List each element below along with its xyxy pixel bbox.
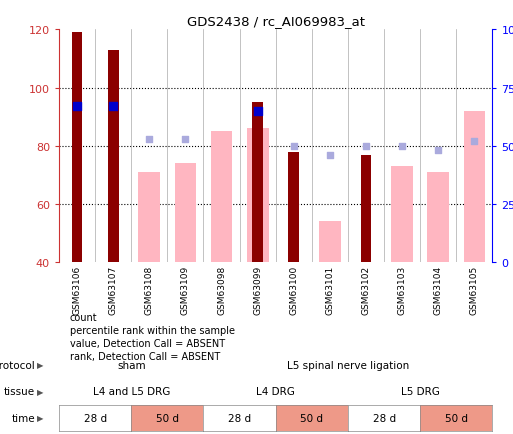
Text: ▶: ▶: [37, 414, 44, 422]
Bar: [361, 155, 371, 263]
Bar: [72, 33, 83, 263]
Point: [398, 143, 406, 150]
Text: ▶: ▶: [37, 361, 44, 369]
Text: percentile rank within the sample: percentile rank within the sample: [70, 326, 235, 335]
Bar: [139, 173, 160, 263]
Point: [145, 136, 153, 143]
Text: protocol: protocol: [0, 360, 35, 370]
Text: rank, Detection Call = ABSENT: rank, Detection Call = ABSENT: [70, 352, 220, 361]
Bar: [319, 222, 341, 263]
Point: [434, 148, 442, 155]
Bar: [211, 132, 232, 263]
Bar: [391, 167, 413, 263]
Bar: [252, 103, 263, 263]
Text: ▶: ▶: [37, 387, 44, 396]
Point: [253, 108, 262, 115]
Text: 50 d: 50 d: [300, 413, 323, 423]
Text: sham: sham: [117, 360, 146, 370]
Text: L5 spinal nerve ligation: L5 spinal nerve ligation: [287, 360, 409, 370]
Bar: [108, 51, 119, 263]
Text: 28 d: 28 d: [84, 413, 107, 423]
Bar: [247, 129, 268, 263]
Bar: [427, 173, 449, 263]
Text: 50 d: 50 d: [445, 413, 468, 423]
Text: count: count: [70, 312, 97, 322]
Text: L5 DRG: L5 DRG: [401, 387, 440, 396]
Text: 28 d: 28 d: [228, 413, 251, 423]
Point: [470, 138, 479, 145]
Bar: [464, 112, 485, 263]
Point: [181, 136, 189, 143]
Point: [362, 143, 370, 150]
Bar: [288, 152, 299, 263]
Text: L4 and L5 DRG: L4 and L5 DRG: [92, 387, 170, 396]
Text: 50 d: 50 d: [156, 413, 179, 423]
Bar: [174, 164, 196, 263]
Title: GDS2438 / rc_AI069983_at: GDS2438 / rc_AI069983_at: [187, 15, 365, 28]
Text: 28 d: 28 d: [372, 413, 396, 423]
Point: [290, 143, 298, 150]
Text: time: time: [11, 413, 35, 423]
Text: tissue: tissue: [4, 387, 35, 396]
Point: [73, 104, 81, 111]
Text: value, Detection Call = ABSENT: value, Detection Call = ABSENT: [70, 339, 225, 348]
Point: [326, 152, 334, 159]
Point: [109, 104, 117, 111]
Text: L4 DRG: L4 DRG: [256, 387, 295, 396]
